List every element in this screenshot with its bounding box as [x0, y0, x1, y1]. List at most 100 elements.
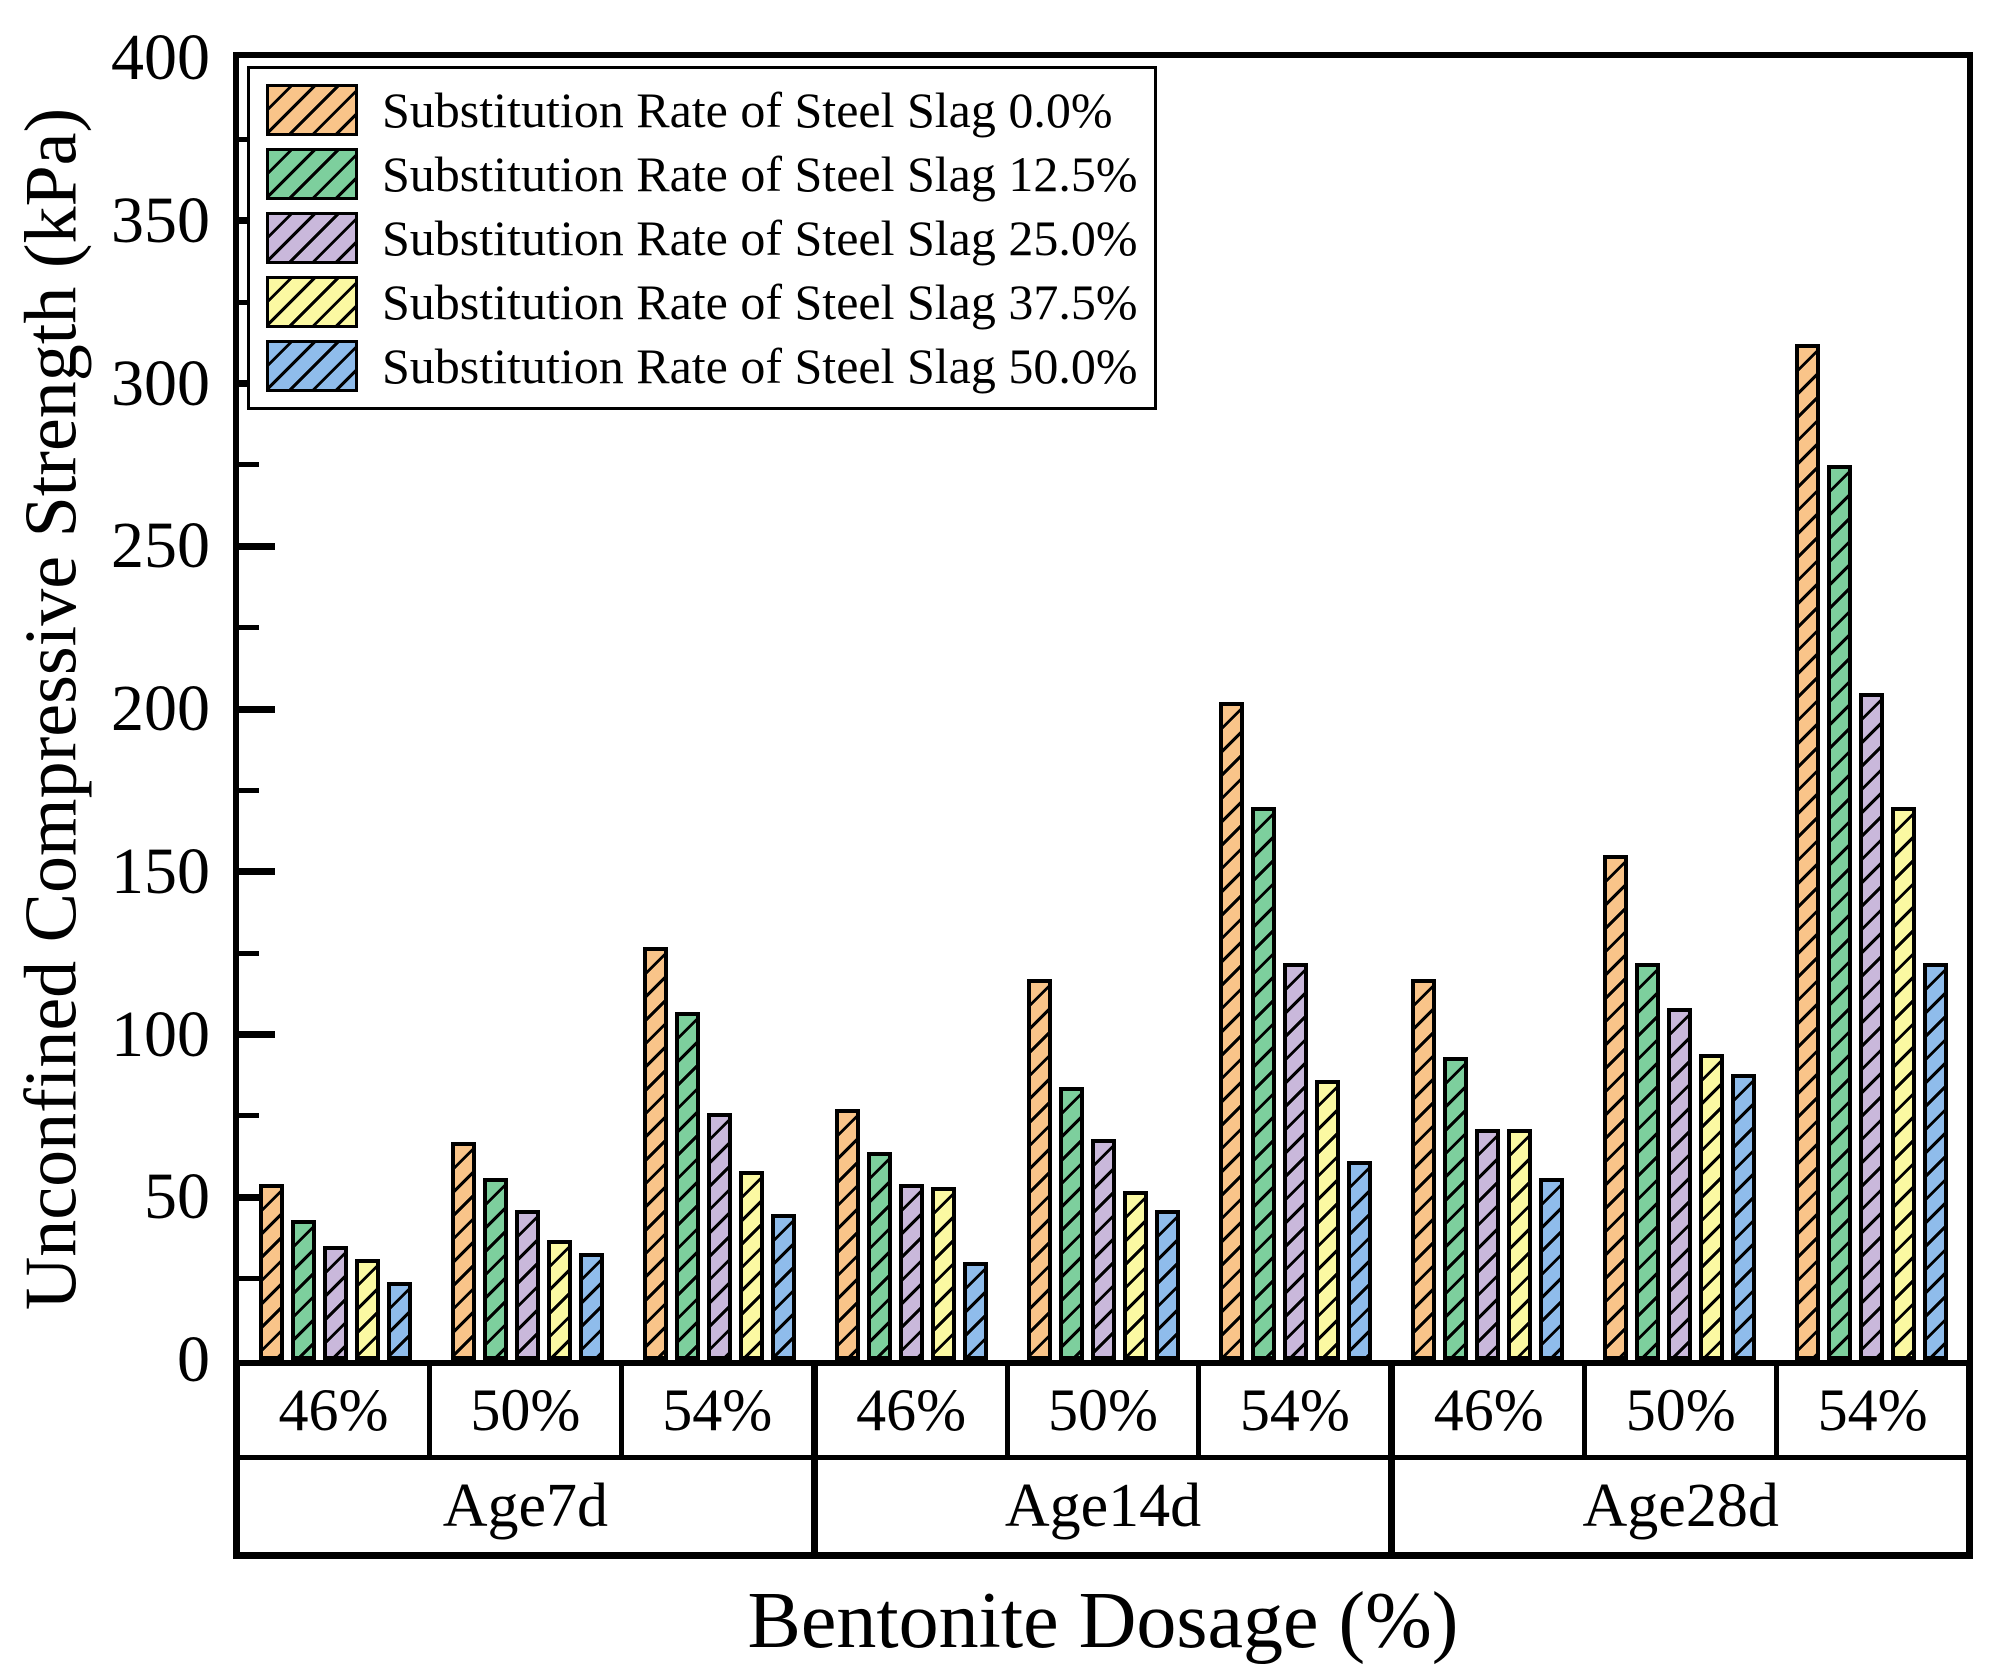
- y-tick-label: 50: [144, 1160, 210, 1234]
- bentonite-cell: 50%: [431, 1366, 624, 1460]
- y-tick-label: 0: [177, 1323, 210, 1396]
- bar: [1826, 465, 1852, 1360]
- legend-item: Substitution Rate of Steel Slag 25.0%: [266, 207, 1138, 269]
- y-tick-label: 100: [111, 997, 210, 1071]
- legend-swatch: [266, 340, 358, 392]
- y-tick-label: 150: [111, 834, 210, 908]
- bar: [1346, 1161, 1372, 1360]
- bars: [239, 58, 1967, 1360]
- bentonite-row: 46% 50% 54% 46% 50% 54% 46% 50% 54%: [240, 1366, 1967, 1460]
- bar: [1698, 1054, 1724, 1360]
- bentonite-cell: 54%: [623, 1366, 818, 1460]
- bar: [1730, 1074, 1756, 1360]
- bar: [674, 1012, 700, 1360]
- y-major-tick: [239, 542, 275, 550]
- bar: [482, 1178, 508, 1360]
- y-tick-label: 250: [111, 509, 210, 583]
- bar: [354, 1259, 380, 1360]
- legend-swatch: [266, 276, 358, 328]
- bar: [322, 1246, 348, 1360]
- bentonite-cell: 46%: [1395, 1366, 1588, 1460]
- y-major-tick: [239, 1193, 275, 1201]
- y-minor-tick: [239, 625, 259, 631]
- y-major-tick: [239, 1031, 275, 1038]
- bar: [290, 1220, 316, 1360]
- bar: [258, 1184, 284, 1360]
- bar: [1314, 1080, 1340, 1360]
- age-cell: Age14d: [818, 1460, 1396, 1552]
- bar: [1058, 1087, 1084, 1360]
- bar: [1538, 1178, 1564, 1360]
- bar: [1890, 807, 1916, 1360]
- bar: [642, 947, 668, 1360]
- bar: [1250, 807, 1276, 1360]
- bar: [1218, 702, 1244, 1360]
- bentonite-cell: 46%: [817, 1366, 1010, 1460]
- x-axis-table: 46% 50% 54% 46% 50% 54% 46% 50% 54% Age7d Age14d A…: [233, 1366, 1973, 1559]
- bar: [898, 1184, 924, 1360]
- bentonite-cell: 50%: [1009, 1366, 1202, 1460]
- bar: [1506, 1129, 1532, 1360]
- legend-label: Substitution Rate of Steel Slag 37.5%: [382, 274, 1138, 330]
- y-tick-label: 400: [111, 21, 210, 94]
- legend-swatch: [266, 212, 358, 264]
- y-minor-tick: [239, 1113, 259, 1119]
- bar: [546, 1240, 572, 1360]
- bar: [1442, 1057, 1468, 1360]
- legend-label: Substitution Rate of Steel Slag 25.0%: [382, 210, 1138, 266]
- legend-label: Substitution Rate of Steel Slag 50.0%: [382, 338, 1138, 394]
- bar: [738, 1171, 764, 1360]
- bar: [962, 1262, 988, 1360]
- bar: [1122, 1191, 1148, 1360]
- age-row: Age7d Age14d Age28d: [240, 1460, 1966, 1552]
- bentonite-cell: 54%: [1779, 1366, 1967, 1460]
- y-tick-label: 200: [111, 672, 210, 745]
- legend-swatch: [266, 148, 358, 200]
- bar: [1922, 963, 1948, 1360]
- age-cell: Age7d: [240, 1460, 818, 1552]
- bar: [1282, 963, 1308, 1360]
- y-tick-label: 350: [111, 183, 210, 257]
- bar: [706, 1113, 732, 1360]
- bar: [1634, 963, 1660, 1360]
- bentonite-cell: 50%: [1587, 1366, 1780, 1460]
- bar: [930, 1187, 956, 1360]
- bar: [1666, 1008, 1692, 1360]
- bar: [514, 1210, 540, 1360]
- y-major-tick: [239, 868, 275, 876]
- y-minor-tick: [239, 462, 259, 468]
- bar: [1410, 979, 1436, 1360]
- y-tick-label: 300: [111, 346, 210, 420]
- bentonite-cell: 54%: [1201, 1366, 1396, 1460]
- legend-label: Substitution Rate of Steel Slag 12.5%: [382, 146, 1138, 202]
- age-cell: Age28d: [1582, 1471, 1779, 1540]
- y-major-tick: [239, 705, 275, 713]
- legend-item: Substitution Rate of Steel Slag 0.0%: [266, 79, 1138, 141]
- bar: [1474, 1129, 1500, 1360]
- legend-item: Substitution Rate of Steel Slag 12.5%: [266, 143, 1138, 205]
- bar: [450, 1142, 476, 1360]
- legend-swatch: [266, 84, 358, 136]
- bar: [1154, 1210, 1180, 1360]
- bar: [770, 1214, 796, 1360]
- legend-item: Substitution Rate of Steel Slag 50.0%: [266, 335, 1138, 397]
- bar: [834, 1109, 860, 1360]
- bar: [386, 1282, 412, 1360]
- bar: [1858, 693, 1884, 1360]
- bar: [1090, 1139, 1116, 1360]
- x-axis-title: Bentonite Dosage (%): [747, 1577, 1459, 1665]
- bar: [1794, 344, 1820, 1360]
- y-minor-tick: [239, 950, 259, 956]
- plot-area: Substitution Rate of Steel Slag 0.0% Subs…: [233, 52, 1973, 1366]
- bar: [578, 1253, 604, 1360]
- y-minor-tick: [239, 787, 259, 793]
- legend: Substitution Rate of Steel Slag 0.0% Subs…: [247, 66, 1157, 410]
- bar: [1026, 979, 1052, 1360]
- legend-item: Substitution Rate of Steel Slag 37.5%: [266, 271, 1138, 333]
- y-minor-tick: [239, 1276, 259, 1282]
- bar: [866, 1152, 892, 1360]
- bar: [1602, 855, 1628, 1360]
- bentonite-cell: 46%: [240, 1366, 432, 1460]
- legend-label: Substitution Rate of Steel Slag 0.0%: [382, 82, 1113, 138]
